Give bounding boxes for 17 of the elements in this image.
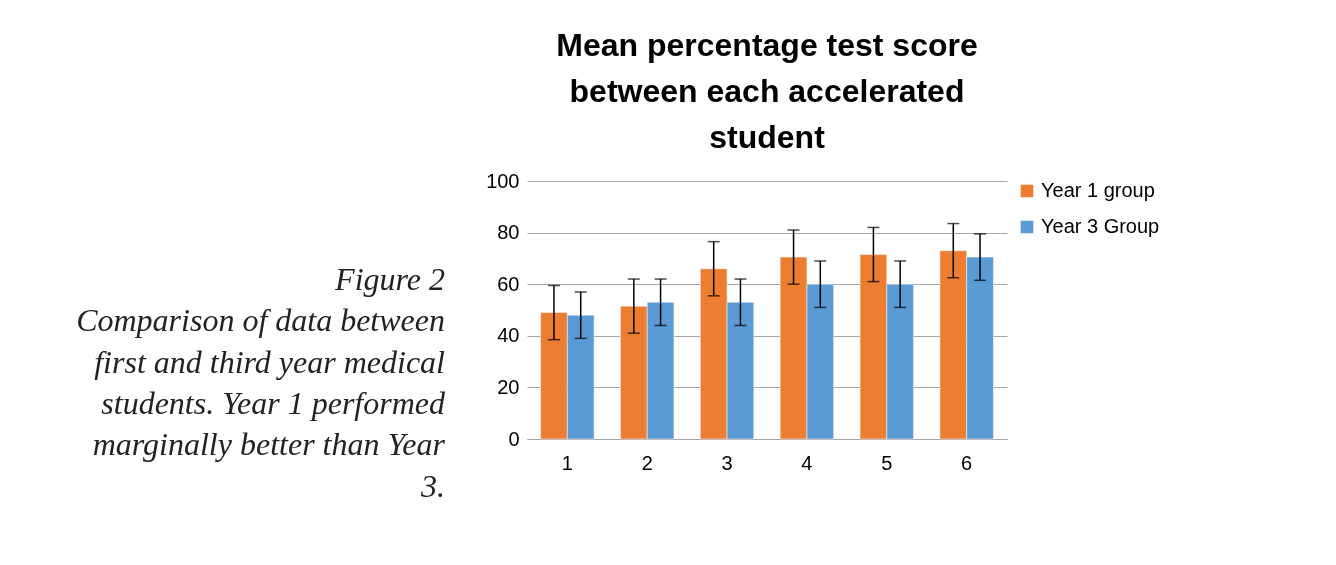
x-tick-label: 2 (641, 451, 653, 474)
legend-label: Year 1 group (1041, 179, 1155, 201)
text: Comparison of data between first and third year medical students. Year 1 performed marginally better than Year 3. (76, 302, 446, 504)
y-tick-label: 80 (497, 221, 520, 244)
y-tick-label: 60 (497, 272, 520, 295)
y-tick-label: 40 (497, 324, 520, 347)
x-tick-label: 3 (721, 451, 733, 474)
x-tick-label: 1 (561, 451, 573, 474)
chart-title: Mean percentage test score between each accelerated student (556, 27, 978, 155)
x-tick-label: 6 (961, 451, 973, 474)
legend-label: Year 3 Group (1041, 215, 1160, 237)
x-tick-label: 4 (801, 451, 813, 474)
y-tick-label: 0 (508, 427, 520, 450)
y-tick-label: 20 (497, 375, 520, 398)
caption: Figure 2 (334, 261, 445, 298)
x-tick-label: 5 (881, 451, 893, 474)
y-tick-label: 100 (486, 169, 520, 192)
